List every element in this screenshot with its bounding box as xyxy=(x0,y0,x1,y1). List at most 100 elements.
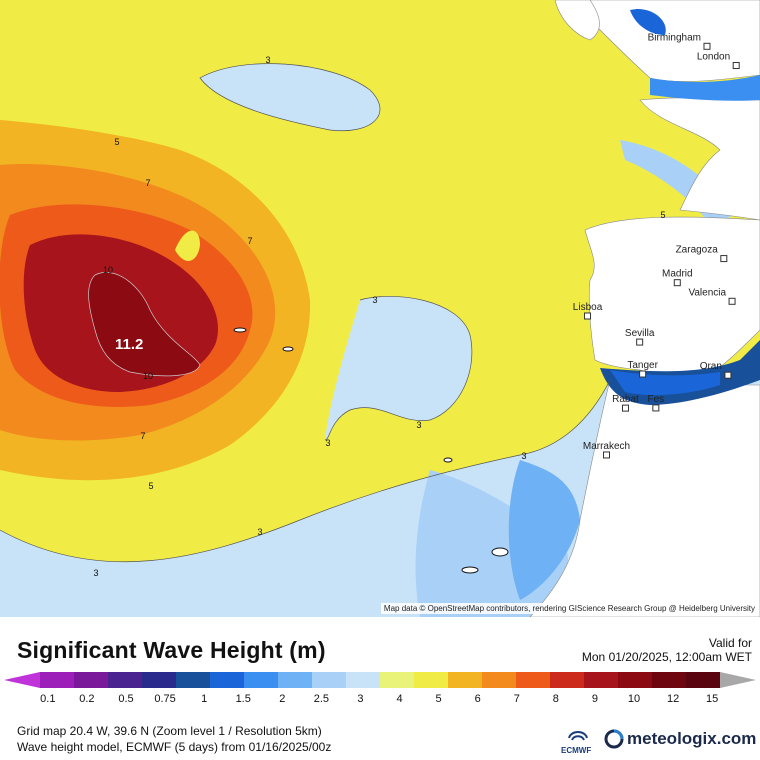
contour-label: 5 xyxy=(114,137,119,147)
wave-height-map[interactable]: 11.2 3 3 3 3 3 3 3 5 5 5 7 7 7 10 10 Birmingham London L… xyxy=(0,0,760,617)
city-dot xyxy=(636,338,644,346)
city-name: Valencia xyxy=(688,287,726,298)
legend-label: 0.5 xyxy=(118,693,133,704)
legend-swatch xyxy=(448,672,483,688)
city-name: Marrakech xyxy=(583,441,630,452)
legend-label: 12 xyxy=(667,693,679,704)
legend-swatch xyxy=(244,672,279,688)
contour-label: 3 xyxy=(265,55,270,65)
city-marker[interactable]: Oran xyxy=(700,361,732,379)
contour-label: 7 xyxy=(247,236,252,246)
city-marker[interactable]: London xyxy=(697,52,740,70)
city-name: Birmingham xyxy=(648,32,701,43)
city-name: Rabat xyxy=(612,394,639,405)
legend-swatch xyxy=(686,672,721,688)
city-name: London xyxy=(697,52,730,63)
legend-swatch xyxy=(618,672,653,688)
city-marker[interactable]: Valencia xyxy=(688,287,736,305)
city-name: Fes xyxy=(647,394,664,405)
legend-label: 6 xyxy=(475,693,481,704)
legend-swatch xyxy=(550,672,585,688)
legend-swatch xyxy=(40,672,75,688)
legend-label: 0.75 xyxy=(154,693,175,704)
city-dot xyxy=(584,312,592,320)
city-layer: Birmingham London Lisboa Madrid Zaragoza Vale… xyxy=(573,32,740,459)
city-dot xyxy=(621,404,629,412)
contour-label: 5 xyxy=(148,481,153,491)
legend-label: 15 xyxy=(706,693,718,704)
city-marker[interactable]: Birmingham xyxy=(648,32,711,50)
city-dot xyxy=(720,255,728,263)
wave-zone-center-blob xyxy=(325,296,472,440)
legend-swatch xyxy=(210,672,245,688)
legend-swatch xyxy=(346,672,381,688)
contour-label: 7 xyxy=(145,178,150,188)
legend-label: 9 xyxy=(592,693,598,704)
city-marker[interactable]: Madrid xyxy=(662,269,693,287)
map-attribution[interactable]: Map data © OpenStreetMap contributors, r… xyxy=(380,603,758,614)
legend-swatch xyxy=(176,672,211,688)
legend-swatch xyxy=(482,672,517,688)
city-marker[interactable]: Marrakech xyxy=(583,441,630,459)
city-marker[interactable]: Tanger xyxy=(627,360,659,378)
legend-label: 0.1 xyxy=(40,693,55,704)
city-dot xyxy=(703,42,711,50)
legend-label: 0.2 xyxy=(79,693,94,704)
legend-swatch xyxy=(414,672,449,688)
meteologix-logo-icon xyxy=(604,729,624,749)
ecmwf-logo-icon xyxy=(568,731,588,741)
meteologix-brand[interactable]: meteologix.com xyxy=(604,728,756,750)
city-marker[interactable]: Fes xyxy=(647,394,664,412)
legend-label: 3 xyxy=(357,693,363,704)
wave-zone-north-blob xyxy=(200,63,381,131)
legend-label: 1.5 xyxy=(236,693,251,704)
max-value-label: 11.2 xyxy=(115,336,143,353)
brand-text: meteologix.com xyxy=(627,729,757,748)
islands xyxy=(233,327,509,574)
legend-swatch xyxy=(74,672,109,688)
legend-label: 1 xyxy=(201,693,207,704)
city-name: Sevilla xyxy=(625,328,655,339)
contour-label: 3 xyxy=(325,438,330,448)
sea-irish xyxy=(630,9,666,35)
city-name: Zaragoza xyxy=(676,245,719,256)
city-marker[interactable]: Sevilla xyxy=(625,328,655,346)
contour-label: 3 xyxy=(93,568,98,578)
city-dot xyxy=(732,62,740,70)
city-dot xyxy=(673,279,681,287)
legend-swatch xyxy=(312,672,347,688)
city-dot xyxy=(652,404,660,412)
city-name: Lisboa xyxy=(573,302,603,313)
contour-label: 5 xyxy=(660,210,665,220)
city-dot xyxy=(728,297,736,305)
legend-swatch xyxy=(652,672,687,688)
valid-for-label: Valid for xyxy=(708,636,752,650)
legend-high-arrow xyxy=(720,672,756,688)
contour-label: 3 xyxy=(416,420,421,430)
legend-label: 7 xyxy=(514,693,520,704)
legend-swatch xyxy=(380,672,415,688)
city-dot xyxy=(724,371,732,379)
legend-label: 5 xyxy=(436,693,442,704)
land-ireland xyxy=(554,0,600,41)
ecmwf-label: ECMWF xyxy=(561,746,592,755)
legend-swatch xyxy=(142,672,177,688)
model-info: Wave height model, ECMWF (5 days) from 0… xyxy=(17,740,332,754)
valid-date: Mon 01/20/2025, 12:00am WET xyxy=(581,650,752,664)
city-marker[interactable]: Zaragoza xyxy=(676,245,728,263)
city-marker[interactable]: Rabat xyxy=(612,394,639,412)
wave-zone-tongue xyxy=(175,230,200,261)
grid-info: Grid map 20.4 W, 39.6 N (Zoom level 1 / … xyxy=(17,724,322,738)
city-marker[interactable]: Lisboa xyxy=(573,302,603,320)
contour-label: 7 xyxy=(140,431,145,441)
legend-label: 8 xyxy=(553,693,559,704)
legend-scale: 0.1 0.2 0.5 0.75 1 1.5 2 2.5 3 4 5 6 7 8 9 10 12 15 xyxy=(4,672,756,705)
contour-label: 10 xyxy=(143,371,153,381)
legend-label: 2.5 xyxy=(314,693,329,704)
legend-low-arrow xyxy=(4,672,40,688)
city-dot xyxy=(639,370,647,378)
city-name: Oran xyxy=(700,361,722,372)
legend-swatch xyxy=(108,672,143,688)
city-name: Tanger xyxy=(627,360,658,371)
legend-label: 10 xyxy=(628,693,640,704)
